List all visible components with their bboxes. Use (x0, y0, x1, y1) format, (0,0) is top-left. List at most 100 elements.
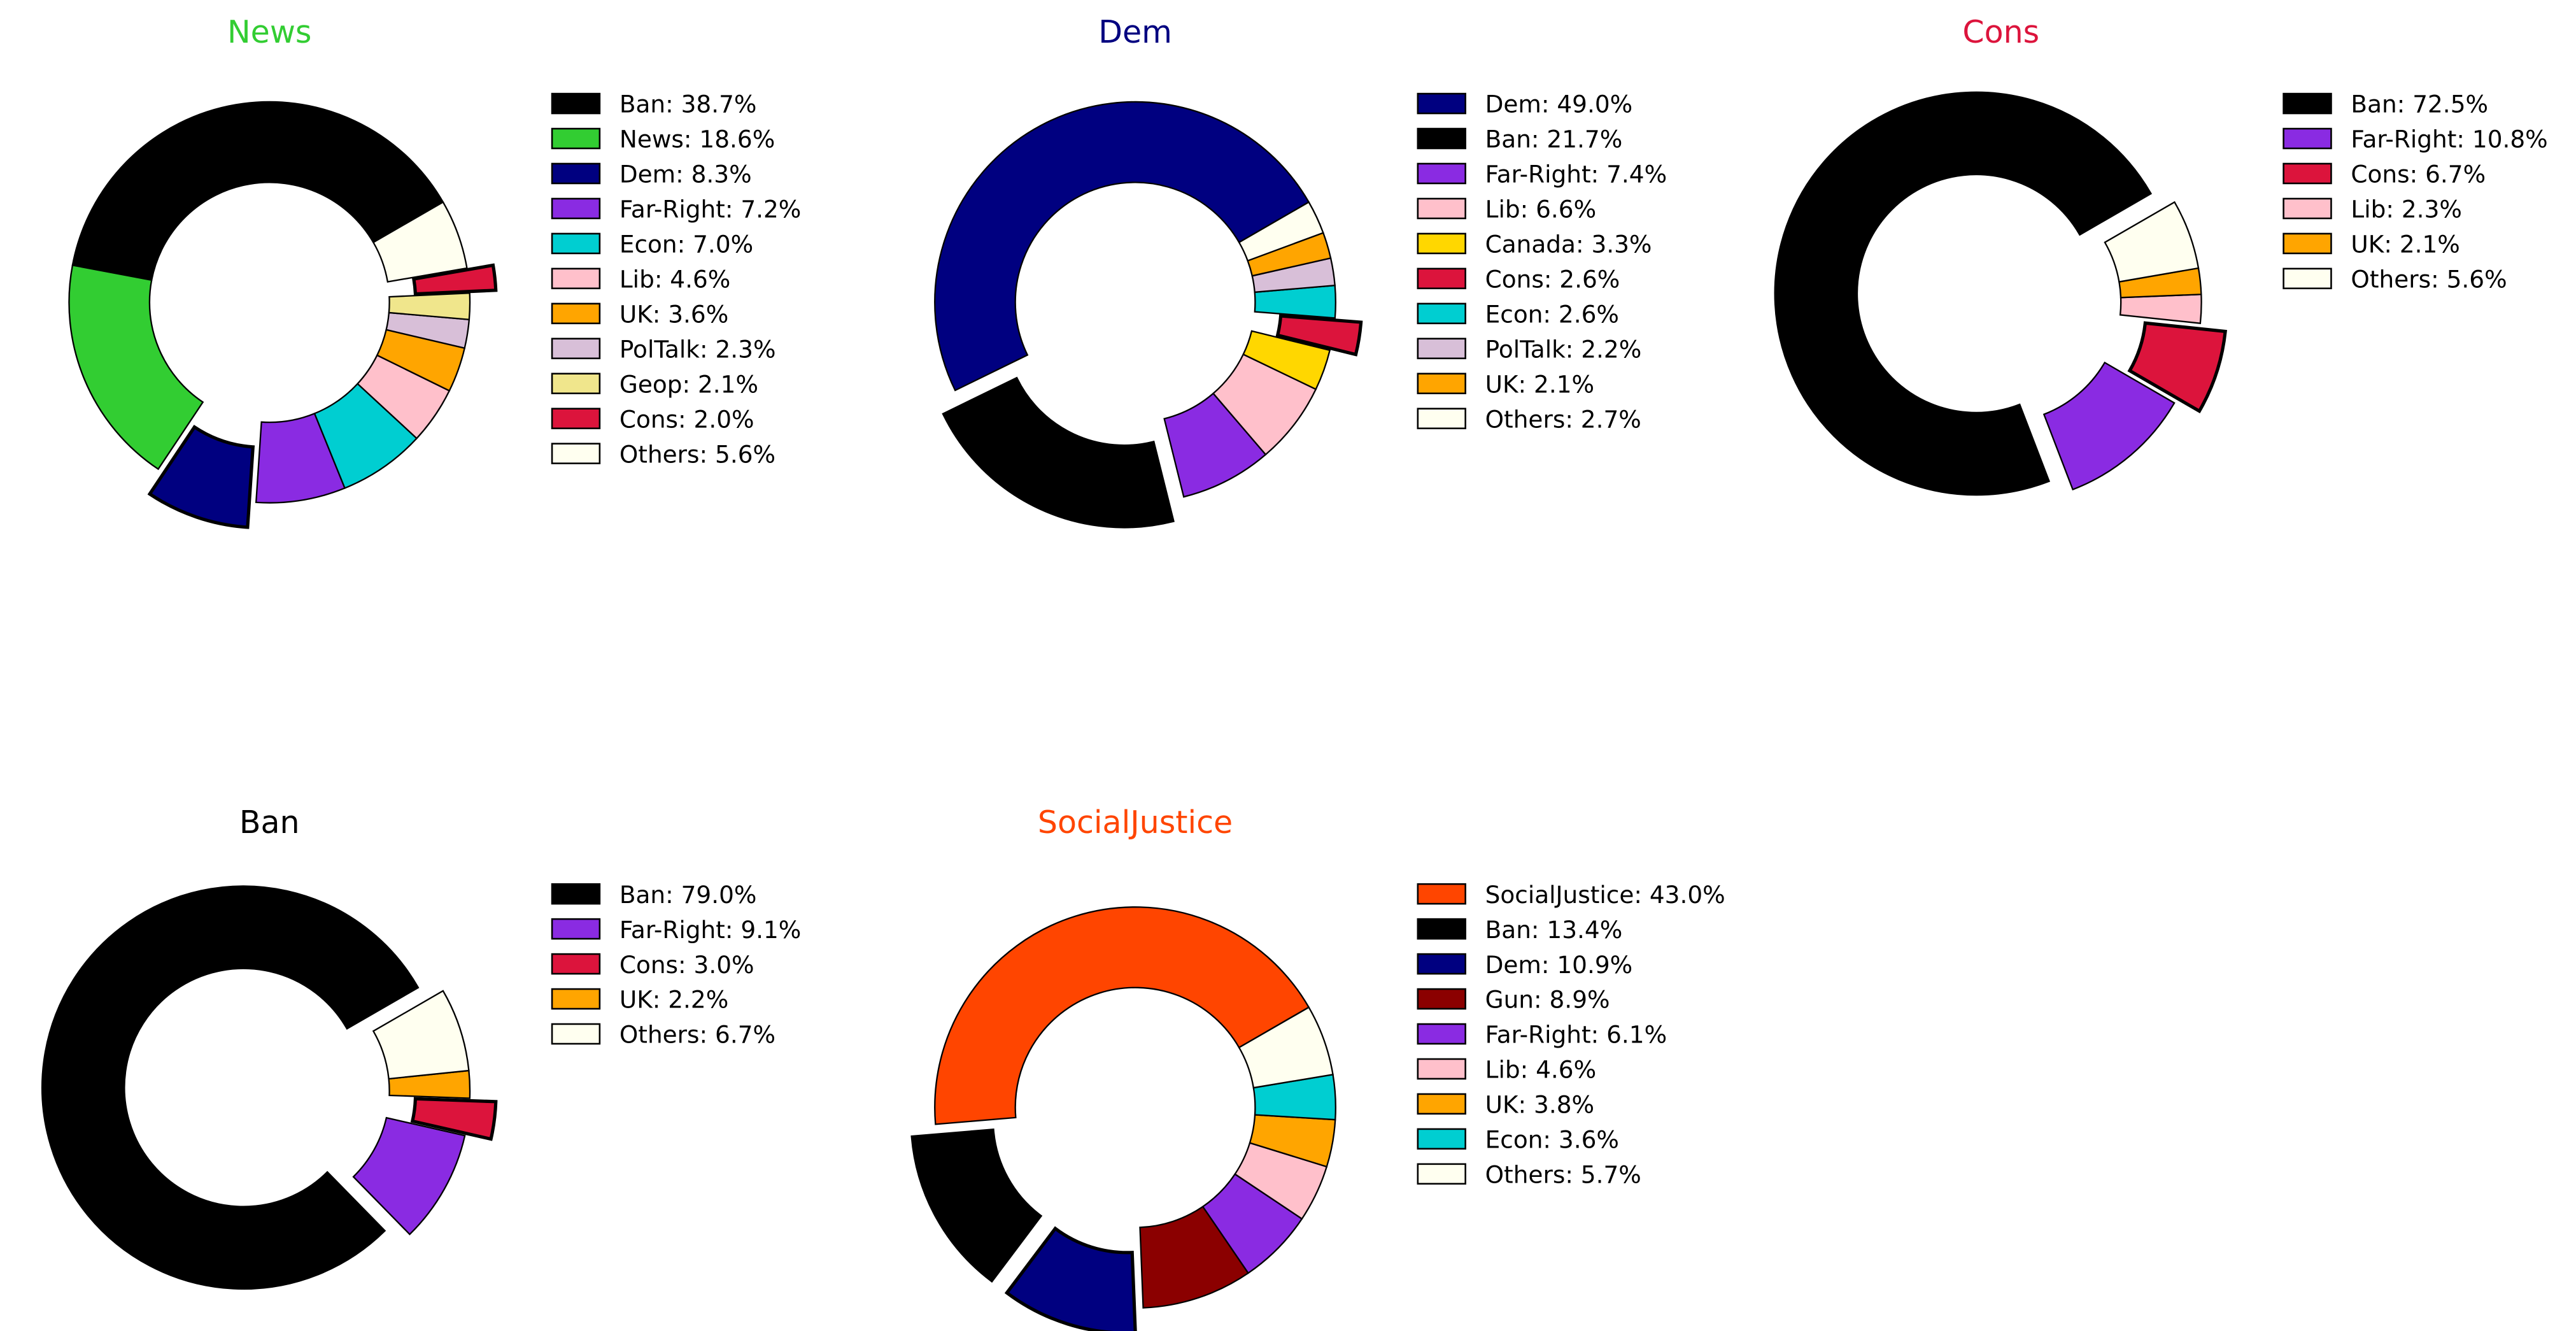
legend-label-far-right: Far-Right: 7.2% (619, 196, 802, 224)
legend-label-news: News: 18.6% (619, 125, 775, 153)
legend-swatch-cons (551, 408, 601, 429)
wedge-canada (1242, 330, 1331, 390)
legend-swatch-uk (1417, 373, 1466, 395)
legend-swatch-dem (1417, 953, 1466, 975)
legend-label-gun: Gun: 8.9% (1485, 986, 1610, 1014)
legend-label-far-right: Far-Right: 9.1% (619, 916, 802, 944)
legend-label-uk: UK: 2.1% (1485, 370, 1594, 398)
wedge-others (2104, 201, 2200, 283)
wedge-cons (1275, 314, 1363, 357)
legend-label-lib: Lib: 2.3% (2351, 196, 2462, 224)
chart-title: Dem (1098, 13, 1172, 50)
legend-swatch-econ (1417, 1128, 1466, 1150)
legend-swatch-lib (1417, 197, 1466, 220)
legend: Ban: 79.0% Far-Right: 9.1% Cons: 3.0% UK: 2… (551, 881, 802, 1049)
wedge-cons (410, 1097, 498, 1141)
legend-swatch-cons (551, 953, 601, 975)
wedge-news (68, 264, 204, 471)
legend-swatch-poltalk (551, 338, 601, 360)
chart-title: Ban (239, 804, 300, 841)
legend-label-dem: Dem: 8.3% (619, 160, 752, 189)
legend-label-ban: Ban: 13.4% (1485, 916, 1623, 944)
legend-label-lib: Lib: 4.6% (1485, 1056, 1597, 1084)
legend-label-cons: Cons: 2.0% (619, 405, 754, 433)
legend-label-dem: Dem: 49.0% (1485, 90, 1633, 118)
legend-swatch-ban (551, 92, 601, 115)
legend-label-ban: Ban: 38.7% (619, 90, 757, 118)
legend-swatch-ban (1417, 918, 1466, 940)
wedge-cons (2127, 321, 2227, 414)
legend-swatch-uk (551, 988, 601, 1010)
legend-swatch-others (2282, 267, 2332, 290)
chart-title: SocialJustice (1038, 804, 1233, 841)
wedge-far-right (352, 1116, 466, 1235)
legend-swatch-lib (1417, 1058, 1466, 1080)
chart-ban: Ban Ban: 79.0% Far-Right: 9.1% Cons: 3.0% UK… (41, 804, 802, 1290)
legend-label-ban: Ban: 21.7% (1485, 125, 1623, 153)
wedge-ban (942, 376, 1175, 529)
legend-label-canada: Canada: 3.3% (1485, 231, 1652, 259)
legend-swatch-others (551, 443, 601, 464)
wedge-dem (934, 101, 1310, 392)
legend-swatch-news (551, 127, 601, 150)
legend-label-others: Others: 2.7% (1485, 405, 1641, 433)
legend-swatch-far-right (551, 197, 601, 220)
legend-swatch-socialjustice (1417, 883, 1466, 905)
legend-label-others: Others: 5.6% (2351, 266, 2507, 294)
wedge-others (1238, 1006, 1334, 1089)
legend-label-poltalk: PolTalk: 2.3% (619, 335, 776, 363)
legend-label-far-right: Far-Right: 6.1% (1485, 1021, 1667, 1049)
wedge-geop (388, 292, 471, 321)
legend-swatch-lib (551, 267, 601, 290)
chart-socialjustice: SocialJustice SocialJustice: 43.0% Ban: 13… (910, 804, 1725, 1331)
legend-swatch-cons (1417, 267, 1466, 290)
legend-swatch-cons (2282, 162, 2332, 185)
wedge-ban (71, 101, 444, 281)
legend: SocialJustice: 43.0% Ban: 13.4% Dem: 10.9%… (1417, 881, 1725, 1189)
wedge-ban (910, 1128, 1043, 1283)
legend-label-others: Others: 6.7% (619, 1021, 775, 1049)
legend-label-far-right: Far-Right: 10.8% (2351, 125, 2547, 153)
legend-swatch-uk (551, 302, 601, 325)
legend-swatch-canada (1417, 232, 1466, 255)
legend-swatch-econ (1417, 302, 1466, 325)
legend-swatch-others (1417, 408, 1466, 429)
legend-swatch-poltalk (1417, 338, 1466, 360)
legend-swatch-uk (1417, 1093, 1466, 1115)
chart-title: Cons (1962, 13, 2039, 50)
legend-label-ban: Ban: 72.5% (2351, 90, 2488, 118)
legend-label-econ: Econ: 3.6% (1485, 1126, 1619, 1154)
wedge-dem (147, 424, 255, 529)
legend-label-uk: UK: 3.6% (619, 301, 728, 329)
legend-swatch-others (551, 1023, 601, 1045)
wedge-others (372, 201, 468, 283)
legend-label-ban: Ban: 79.0% (619, 881, 757, 909)
legend-label-cons: Cons: 3.0% (619, 951, 754, 979)
legend-label-cons: Cons: 6.7% (2351, 160, 2486, 189)
legend-label-econ: Econ: 7.0% (619, 231, 753, 259)
legend-swatch-far-right (1417, 162, 1466, 185)
chart-dem: Dem Dem: 49.0% Ban: 21.7% Far-Right: 7.4% Li… (934, 13, 1667, 529)
wedge-far-right (2042, 361, 2176, 491)
legend: Ban: 72.5% Far-Right: 10.8% Cons: 6.7% Lib:… (2282, 90, 2548, 294)
legend-swatch-dem (1417, 92, 1466, 115)
chart-title: News (227, 13, 311, 50)
legend-swatch-ban (2282, 92, 2332, 115)
legend-label-econ: Econ: 2.6% (1485, 301, 1619, 329)
legend-swatch-ban (1417, 127, 1466, 150)
legend-swatch-far-right (1417, 1023, 1466, 1045)
legend-swatch-econ (551, 232, 601, 255)
wedge-lib (2119, 294, 2202, 324)
legend-swatch-far-right (2282, 127, 2332, 150)
wedge-cons (411, 263, 498, 296)
legend-label-others: Others: 5.7% (1485, 1161, 1641, 1189)
wedge-others (1238, 201, 1324, 262)
legend-label-cons: Cons: 2.6% (1485, 266, 1620, 294)
legend: Ban: 38.7% News: 18.6% Dem: 8.3% Far-Right:… (551, 90, 802, 468)
legend-label-lib: Lib: 4.6% (619, 266, 731, 294)
legend-swatch-dem (551, 162, 601, 185)
wedge-socialjustice (934, 906, 1310, 1125)
legend-label-poltalk: PolTalk: 2.2% (1485, 335, 1642, 363)
legend-swatch-ban (551, 883, 601, 905)
legend-swatch-geop (551, 373, 601, 395)
